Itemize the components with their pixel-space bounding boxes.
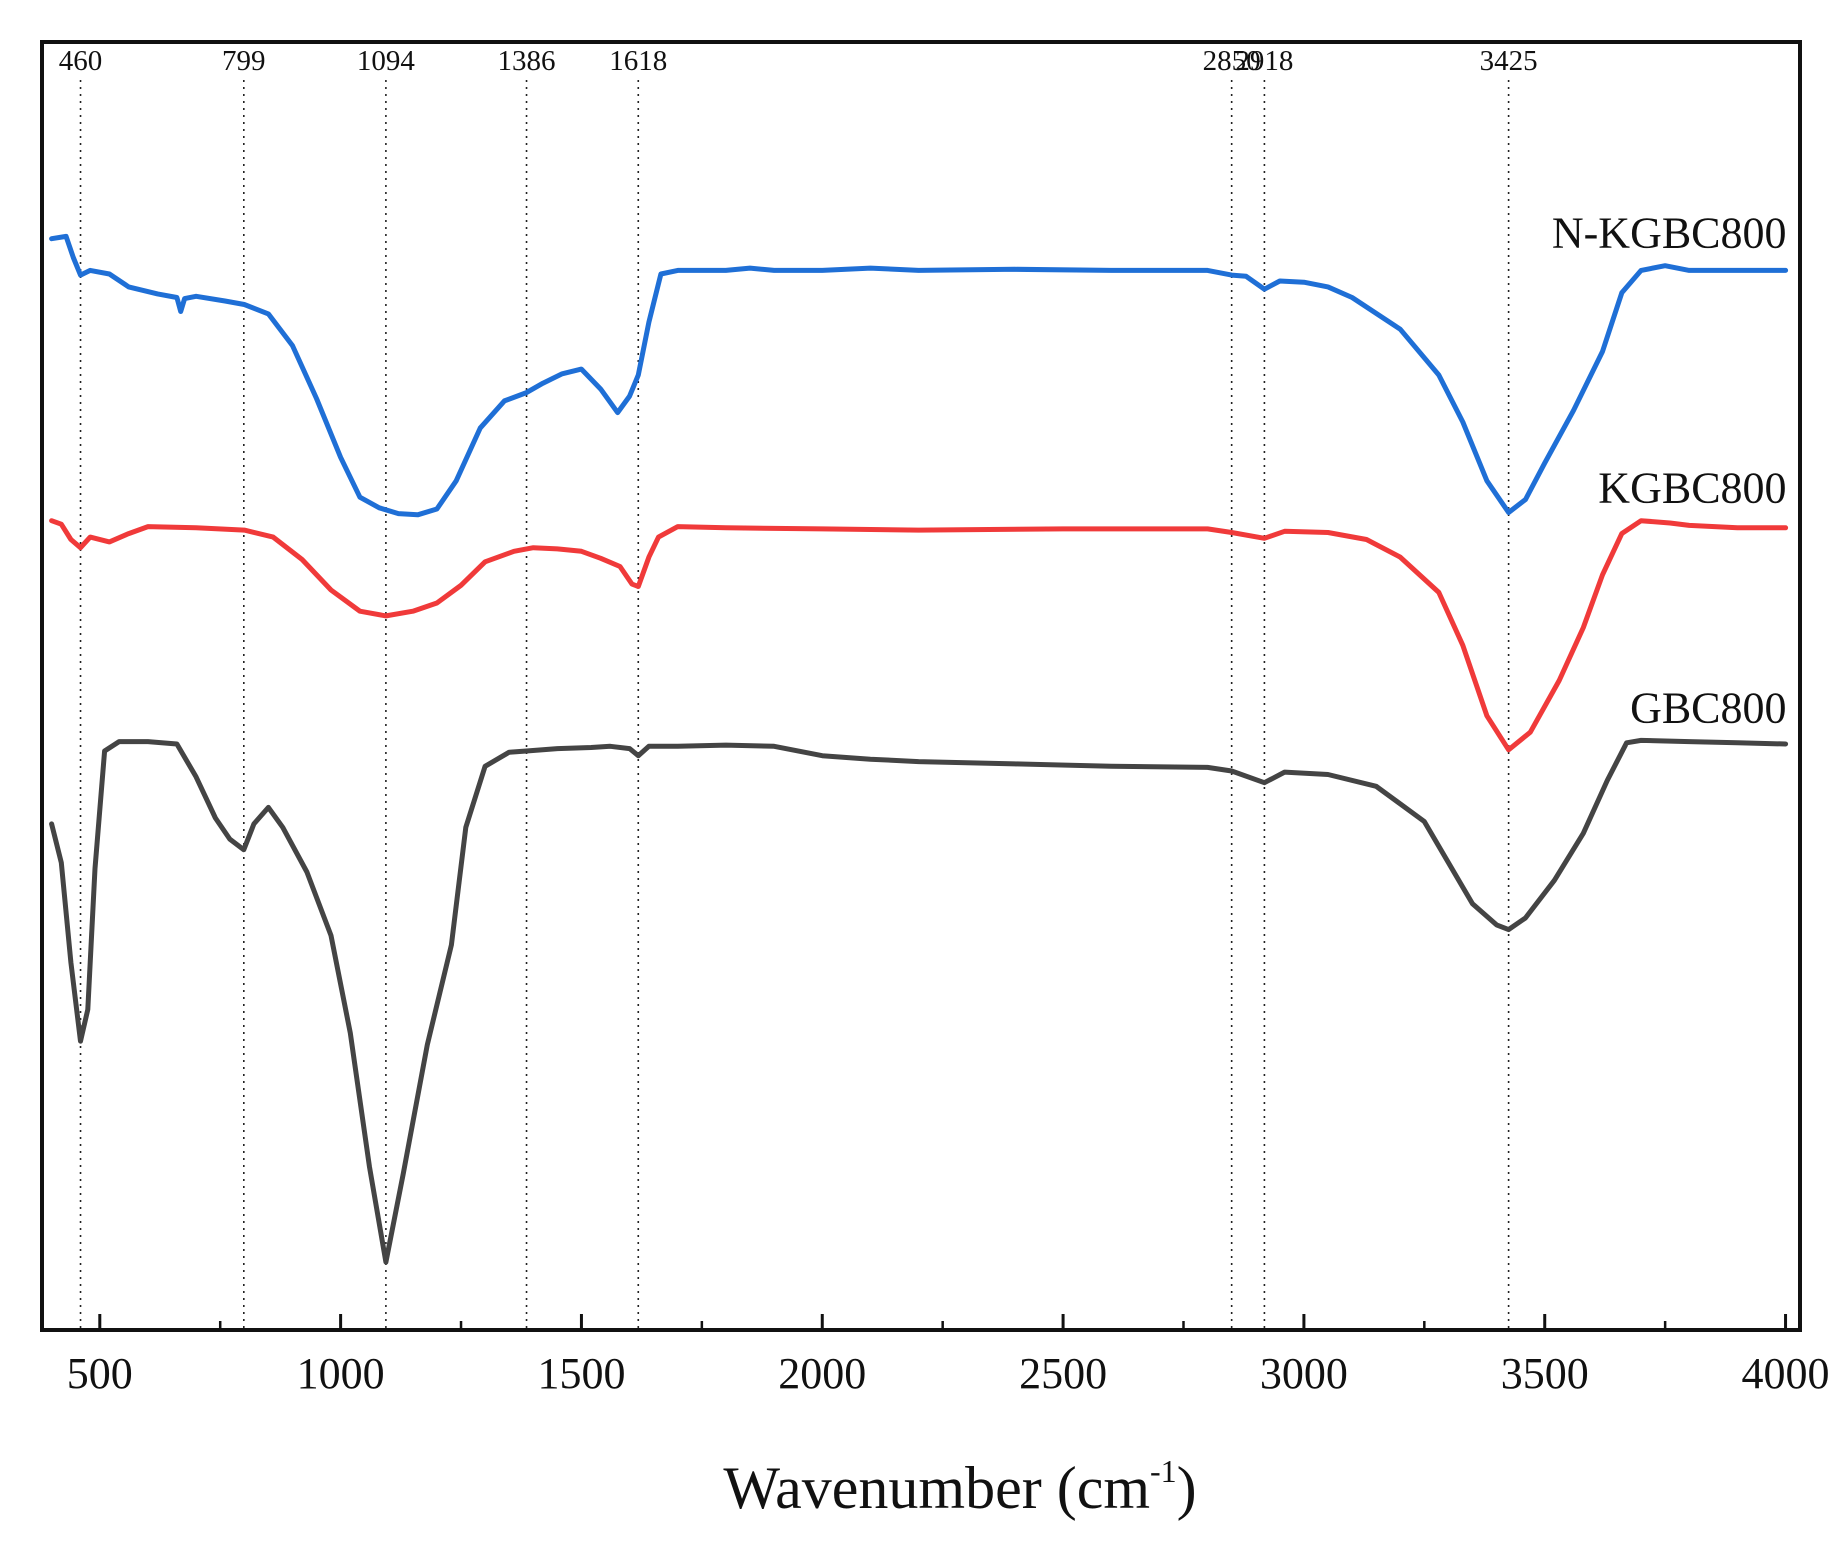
x-axis-title-close: ) (1177, 1455, 1197, 1521)
x-tick-label: 500 (67, 1349, 133, 1398)
peak-label: 2850 (1203, 45, 1261, 77)
series-label-gbc800: GBC800 (1630, 683, 1786, 732)
plot-frame (40, 40, 1802, 1332)
peak-label: 2918 (1235, 45, 1293, 77)
series-line-gbc800 (49, 737, 1789, 1265)
x-axis-title-superscript: -1 (1150, 1453, 1177, 1489)
x-tick-label: 1500 (537, 1349, 625, 1398)
x-axis-title-main: Wavenumber (cm (723, 1455, 1150, 1521)
peak-label: 460 (59, 45, 103, 77)
peak-label: 1618 (609, 45, 667, 77)
series-line-kgbc800 (49, 518, 1789, 753)
series-label-kgbc800: KGBC800 (1598, 464, 1786, 513)
series-line-n-kgbc800 (49, 233, 1789, 518)
peak-label: 1094 (357, 45, 416, 77)
x-tick-label: 2000 (778, 1349, 866, 1398)
series-label-n-kgbc800: N-KGBC800 (1552, 209, 1787, 258)
x-axis-title: Wavenumber (cm-1) (723, 1453, 1196, 1521)
x-tick-label: 4000 (1742, 1349, 1830, 1398)
peak-label: 799 (222, 45, 266, 77)
x-tick-label: 3500 (1501, 1349, 1589, 1398)
x-tick-label: 1000 (297, 1349, 385, 1398)
peak-label: 3425 (1480, 45, 1538, 77)
x-tick-label: 3000 (1260, 1349, 1348, 1398)
peak-label: 1386 (498, 45, 556, 77)
x-tick-label: 2500 (1019, 1349, 1107, 1398)
